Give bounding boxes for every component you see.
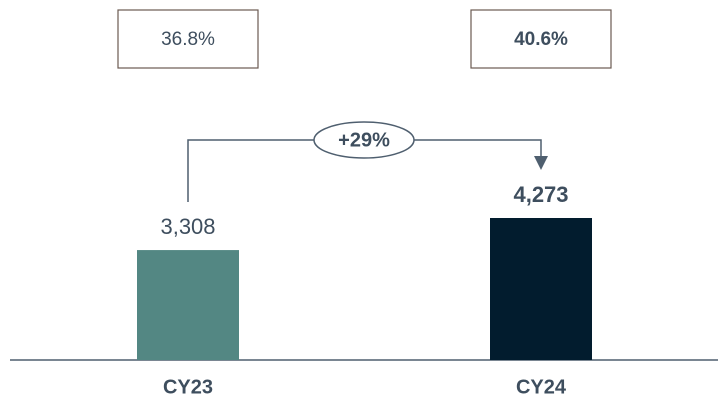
value-label: 3,308 <box>160 214 215 239</box>
arrow-head <box>534 156 548 170</box>
box-label: 36.8% <box>161 29 215 50</box>
box <box>117 9 259 69</box>
box <box>470 9 612 69</box>
bar <box>137 250 239 360</box>
bar <box>490 218 592 360</box>
box-label: 40.6% <box>514 29 568 50</box>
value-label: 4,273 <box>513 182 568 207</box>
growth-bubble <box>313 121 415 159</box>
growth-label: +29% <box>338 129 390 151</box>
x-tick-label: CY24 <box>516 376 567 398</box>
x-tick-label: CY23 <box>163 376 213 398</box>
